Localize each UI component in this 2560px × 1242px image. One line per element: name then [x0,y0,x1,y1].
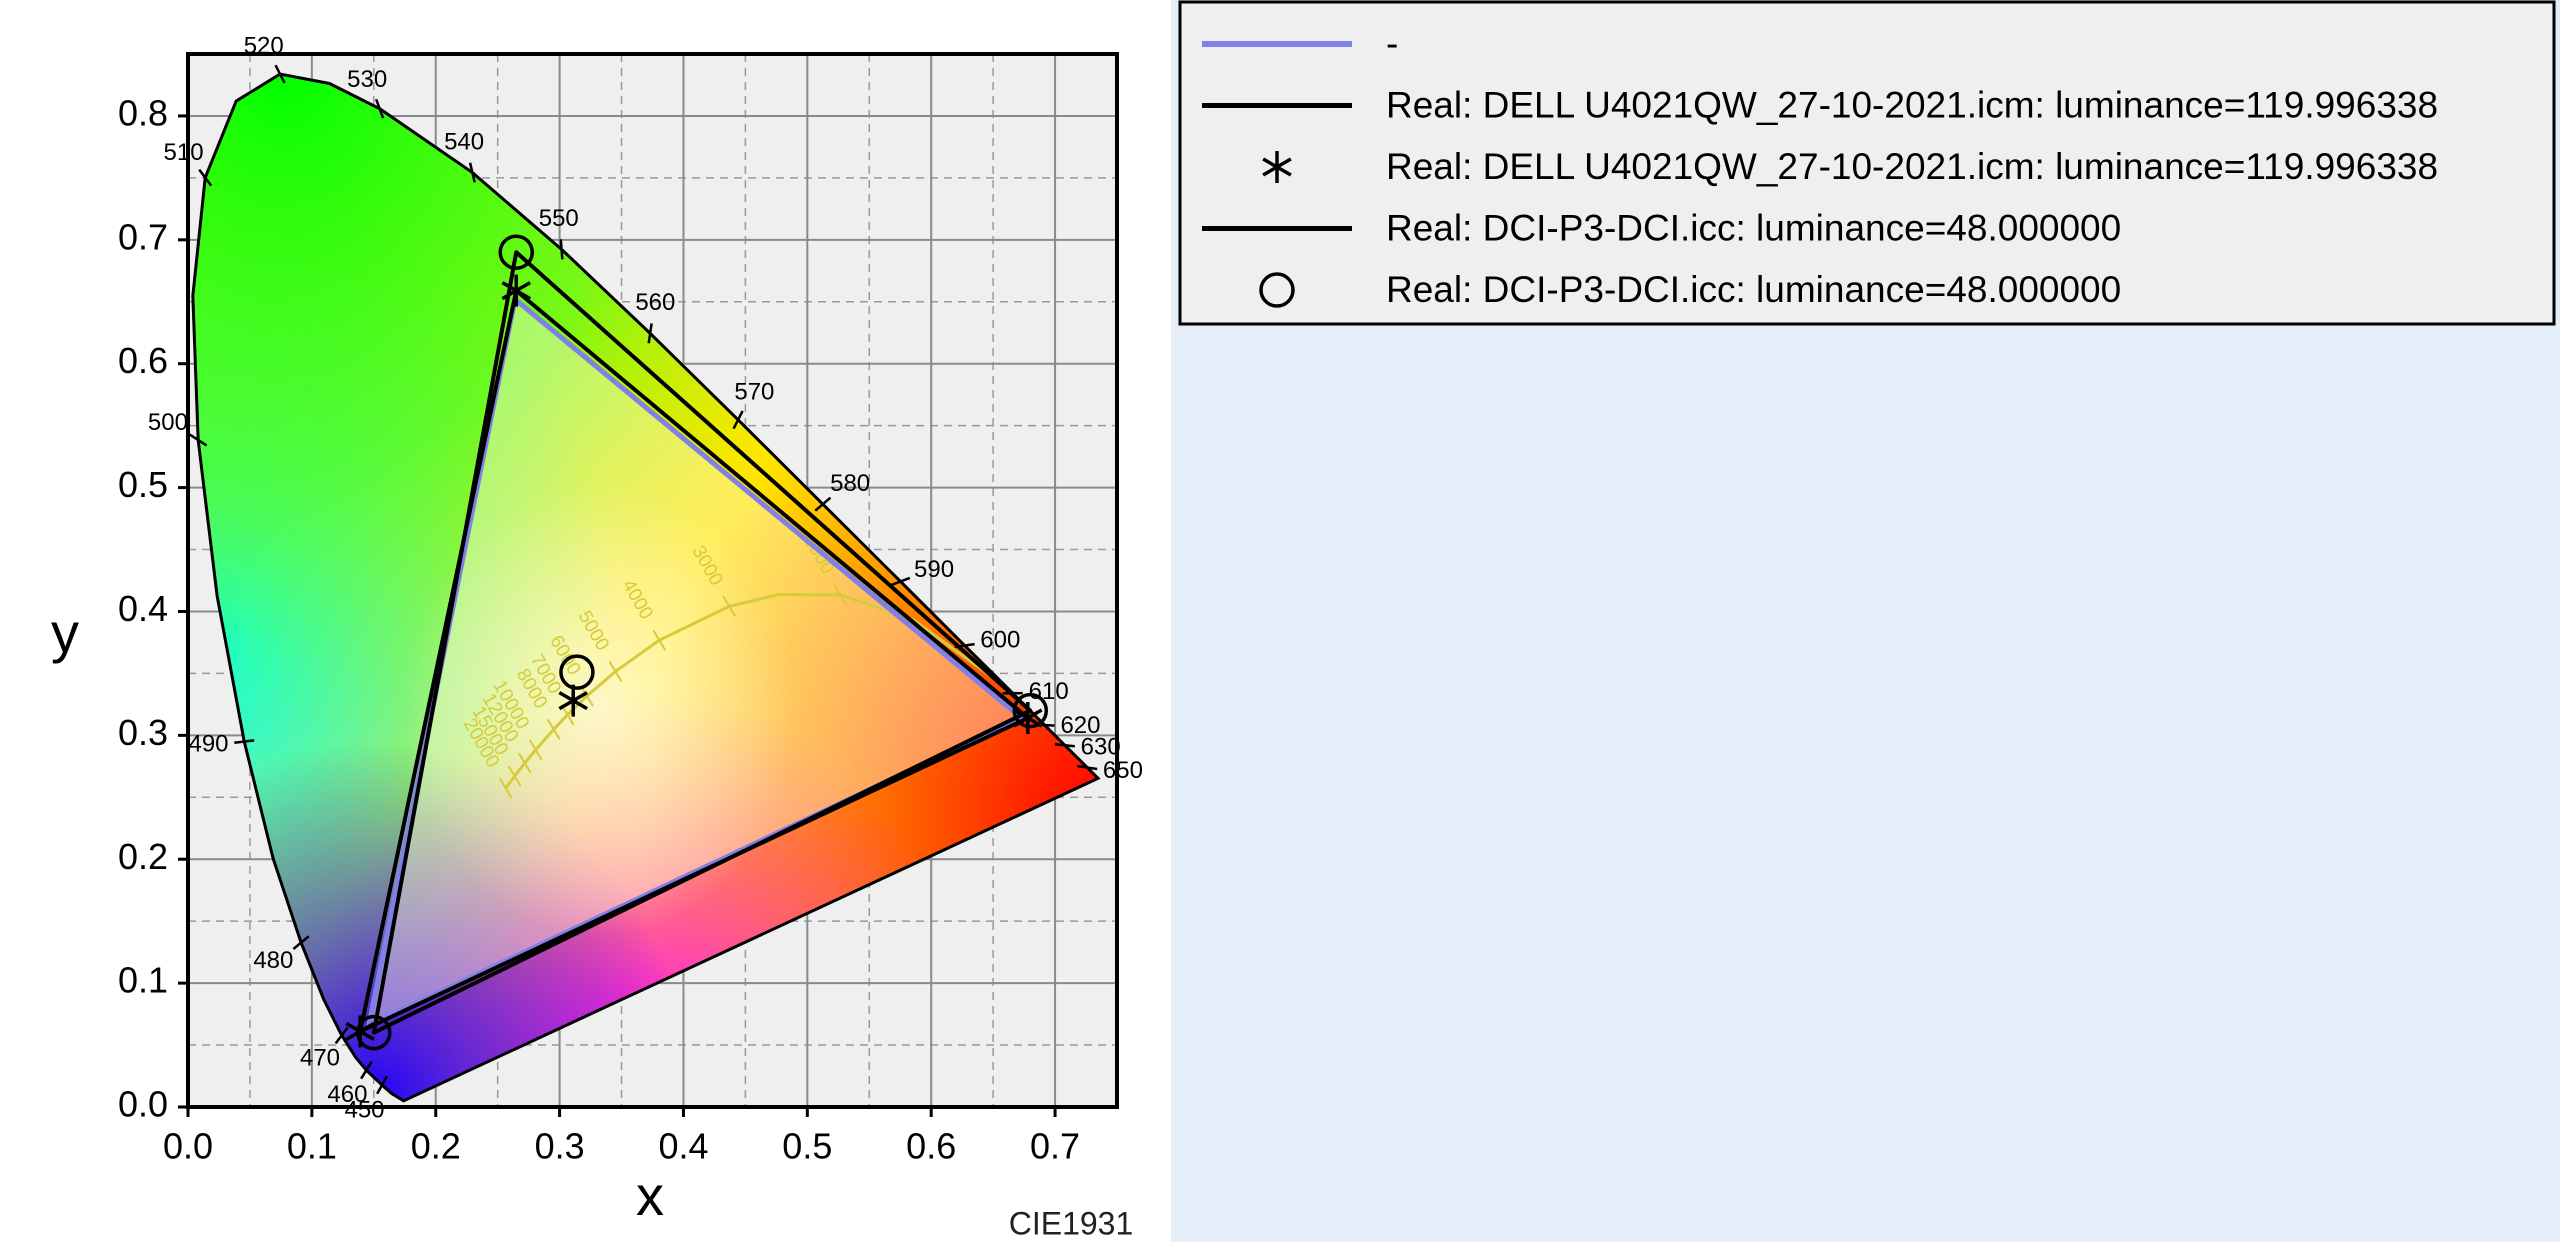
wavelength-tick [292,935,310,950]
wavelength-label: 600 [980,627,1020,654]
wavelength-label: 590 [914,556,954,583]
x-tick-label: 0.2 [411,1126,461,1167]
wavelength-tick [814,496,832,512]
wavelength-tick [374,98,385,119]
cct-tick [580,685,594,707]
wavelength-tick [1077,764,1098,771]
wavelength-label: 460 [327,1081,367,1108]
y-tick-label: 0.0 [118,1084,168,1125]
wavelength-tick [234,739,255,745]
asterisk-marker [558,684,588,717]
footer: CIE1931 [1009,1205,1134,1241]
legend-label: Real: DELL U4021QW_27-10-2021.icm: lumin… [1386,84,2438,125]
gamut-fill [368,299,1022,1026]
wavelength-tick [647,323,653,344]
y-tick-label: 0.3 [118,712,168,753]
wavelength-label: 650 [1103,757,1143,784]
y-tick-label: 0.5 [118,464,168,505]
wavelength-label: 620 [1060,712,1100,739]
marks: 4504604704804905005105205305405505605705… [148,33,1143,1124]
legend [1178,0,2556,326]
x-axis-label: x [636,1164,664,1227]
cct-tick [608,660,623,682]
circle-marker [559,654,595,690]
cct-tick [528,739,543,761]
wavelength-tick [189,433,208,447]
x-tick-label: 0.6 [906,1126,956,1167]
wavelength-label: 490 [188,731,228,758]
wavelength-tick [334,1026,349,1045]
wavelength-label: 630 [1081,734,1121,761]
wavelength-tick [376,1075,388,1095]
x-tick-label: 0.7 [1030,1126,1080,1167]
wavelength-label: 610 [1029,678,1069,705]
wavelength-tick [468,162,476,183]
y-tick-label: 0.7 [118,216,168,257]
x-tick-label: 0.4 [658,1126,708,1167]
wavelength-tick [559,239,564,260]
circle-marker [1012,692,1049,729]
cct-tick [517,752,532,774]
x-tick-label: 0.3 [535,1126,585,1167]
legend-label: Real: DCI-P3-DCI.icc: luminance=48.00000… [1386,207,2121,248]
wavelength-label: 580 [830,470,870,497]
legend-label: Real: DELL U4021QW_27-10-2021.icm: lumin… [1386,146,2438,187]
wavelength-label: 480 [253,947,293,974]
circle-marker [498,234,534,270]
legend-label: Real: DCI-P3-DCI.icc: luminance=48.00000… [1386,269,2121,310]
ticks: 0.0 0.1 0.2 0.3 0.4 0.5 0.6 0.7 0.0 0.1 0.2 0.3 0.4 0… [118,92,1080,1166]
wavelength-label: 570 [734,378,774,405]
planckian-locus [504,592,998,790]
locus-fill [192,74,1099,1101]
legend-label: - [1386,23,1398,64]
x-tick-label: 0.0 [163,1126,213,1167]
asterisk-marker [1262,151,1292,183]
y-tick-label: 0.4 [118,588,168,629]
plot-frame [186,52,1119,1109]
cct-tick [507,765,522,787]
x-tick-label: 0.5 [782,1126,832,1167]
wavelength-label: 540 [444,129,484,156]
wavelength-label: 500 [148,409,188,436]
wavelength-label: 560 [635,289,675,316]
cct-tick [546,718,561,740]
y-tick-label: 0.6 [118,340,168,381]
y-tick-label: 0.8 [118,92,168,133]
wavelength-tick [732,410,744,430]
wavelength-label: 530 [347,66,387,93]
circle-marker [1259,272,1295,308]
wavelength-tick [274,64,286,84]
cct-tick [833,584,848,606]
wavelength-tick [360,1061,373,1080]
wavelength-tick [890,576,911,587]
locus-color [192,74,1099,1101]
x-tick-label: 0.1 [287,1126,337,1167]
wavelength-label: 510 [164,139,204,166]
y-tick-label: 0.2 [118,836,168,877]
wavelength-tick [1054,743,1075,748]
circle-marker [356,1014,392,1051]
cct-tick [652,629,667,651]
cct-tick [498,777,513,799]
wavelength-label: 470 [300,1045,340,1072]
legend-items: - Real: DELL U4021QW_27-10-2021.icm: lumi… [1202,23,2438,310]
gamut-line [371,250,1033,1035]
y-tick-label: 0.1 [118,960,168,1001]
wavelength-label: 550 [539,205,579,232]
cct-tick [722,595,737,617]
wavelength-label: 450 [344,1097,384,1124]
wavelength-tick [198,168,213,187]
y-axis-label: y [51,601,79,664]
